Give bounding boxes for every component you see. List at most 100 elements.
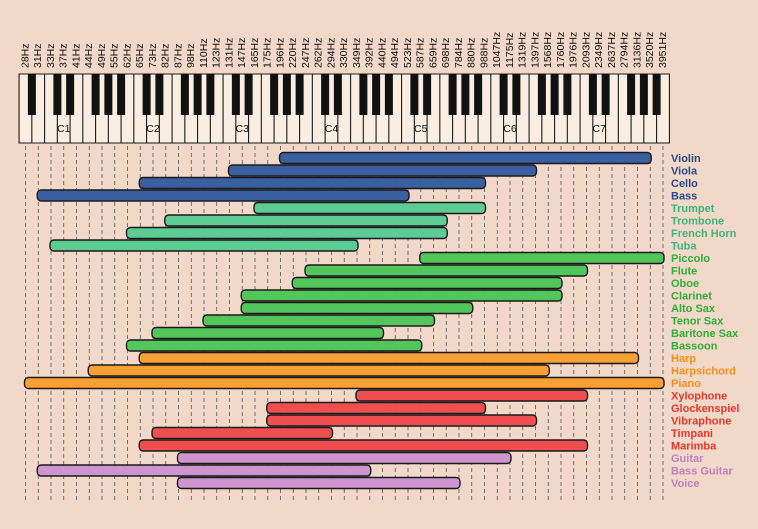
black-key xyxy=(627,74,636,115)
black-key xyxy=(537,74,546,115)
frequency-label: 31Hz xyxy=(32,43,44,68)
black-key xyxy=(66,74,75,115)
frequency-label: 1047Hz xyxy=(491,32,503,68)
instrument-label: Glockenspiel xyxy=(671,403,739,415)
range-bar-xylophone xyxy=(355,389,589,402)
instrument-label: French Horn xyxy=(671,228,737,240)
frequency-label: 220Hz xyxy=(287,38,299,68)
black-key xyxy=(27,74,36,115)
range-bar-harp xyxy=(138,351,640,365)
frequency-label: 2794Hz xyxy=(619,32,631,68)
frequency-label: 49Hz xyxy=(96,43,108,68)
octave-label: C6 xyxy=(503,123,517,135)
frequency-label: 41Hz xyxy=(70,43,82,68)
octave-label: C3 xyxy=(236,123,250,135)
instrument-label: Baritone Sax xyxy=(671,328,739,340)
instrument-label: Vibraphone xyxy=(671,416,731,428)
instrument-label: Voice xyxy=(671,478,700,490)
instrument-label: Tenor Sax xyxy=(671,316,724,328)
black-key xyxy=(53,74,62,115)
range-bar-baritone-sax xyxy=(151,326,385,340)
black-key xyxy=(448,74,457,115)
range-bar-bass xyxy=(36,189,410,202)
frequency-label: 175Hz xyxy=(262,38,274,68)
frequency-label: 1319Hz xyxy=(517,32,529,68)
frequency-label: 988Hz xyxy=(478,38,490,68)
frequency-label: 82Hz xyxy=(160,43,172,68)
black-key xyxy=(410,74,419,115)
range-bar-clarinet xyxy=(240,289,563,302)
black-key xyxy=(550,74,559,115)
frequency-label: 440Hz xyxy=(376,38,388,68)
octave-label: C1 xyxy=(57,123,71,135)
frequency-label: 196Hz xyxy=(274,38,286,68)
black-key xyxy=(117,74,126,115)
black-key xyxy=(180,74,189,115)
instrument-label: Trumpet xyxy=(671,203,715,215)
frequency-label: 1397Hz xyxy=(529,32,541,68)
frequency-label: 165Hz xyxy=(249,38,261,68)
range-bar-voice xyxy=(176,476,461,490)
instrument-label: Timpani xyxy=(671,428,713,440)
frequency-label: 523Hz xyxy=(402,38,414,68)
range-bar-timpani xyxy=(151,426,334,440)
black-key xyxy=(193,74,202,115)
range-bar-flute xyxy=(304,264,589,277)
black-key xyxy=(474,74,483,115)
frequency-label: 3520Hz xyxy=(644,32,656,68)
instrument-label: Tuba xyxy=(671,241,697,253)
frequency-label: 698Hz xyxy=(440,38,452,68)
frequency-label: 2349Hz xyxy=(593,32,605,68)
frequency-label: 880Hz xyxy=(466,38,478,68)
frequency-label: 44Hz xyxy=(83,43,95,68)
frequency-label: 37Hz xyxy=(58,43,70,68)
instrument-label: Oboe xyxy=(671,278,699,290)
frequency-label: 33Hz xyxy=(45,43,57,68)
black-key xyxy=(333,74,342,115)
instrument-range-bars xyxy=(23,151,665,490)
instrument-label: Bassoon xyxy=(671,341,718,353)
frequency-label: 73Hz xyxy=(147,43,159,68)
frequency-label: 247Hz xyxy=(300,38,312,68)
black-key xyxy=(321,74,330,115)
black-key xyxy=(359,74,368,115)
instrument-label: Clarinet xyxy=(671,291,712,303)
piano-keyboard xyxy=(18,73,670,144)
black-key xyxy=(295,74,304,115)
instrument-label: Violin xyxy=(671,153,701,165)
range-bar-harpsichord xyxy=(87,364,550,377)
instrument-label: Bass xyxy=(671,191,697,203)
frequency-label: 294Hz xyxy=(325,38,337,68)
range-bar-violin xyxy=(278,151,652,165)
frequency-label: 65Hz xyxy=(134,43,146,68)
instrument-label: Harp xyxy=(671,353,696,365)
range-bar-bassoon xyxy=(125,339,423,352)
instrument-label: Harpsichord xyxy=(671,366,736,378)
range-bar-marimba xyxy=(138,439,589,452)
range-bar-cello xyxy=(138,176,487,190)
frequency-label: 123Hz xyxy=(211,38,223,68)
range-bar-bass-guitar xyxy=(36,464,372,477)
black-key xyxy=(231,74,240,115)
black-key xyxy=(372,74,381,115)
range-bar-piano xyxy=(23,376,665,390)
instrument-label: Piano xyxy=(671,378,701,390)
range-bar-trumpet xyxy=(253,201,487,215)
black-key xyxy=(155,74,164,115)
range-bar-viola xyxy=(227,164,538,177)
frequency-label: 1760Hz xyxy=(555,32,567,68)
frequency-label: 494Hz xyxy=(389,38,401,68)
frequency-label: 587Hz xyxy=(415,38,427,68)
instrument-label: Trombone xyxy=(671,216,724,228)
frequency-label: 3136Hz xyxy=(631,32,643,68)
frequency-label: 2093Hz xyxy=(580,32,592,68)
black-key xyxy=(384,74,393,115)
black-key xyxy=(652,74,661,115)
black-key xyxy=(282,74,291,115)
frequency-label: 2637Hz xyxy=(606,32,618,68)
frequency-label: 55Hz xyxy=(109,43,121,68)
instrument-labels: ViolinViolaCelloBassTrumpetTromboneFrenc… xyxy=(671,153,739,490)
octave-label: C7 xyxy=(593,123,607,135)
instrument-label: Bass Guitar xyxy=(671,466,733,478)
